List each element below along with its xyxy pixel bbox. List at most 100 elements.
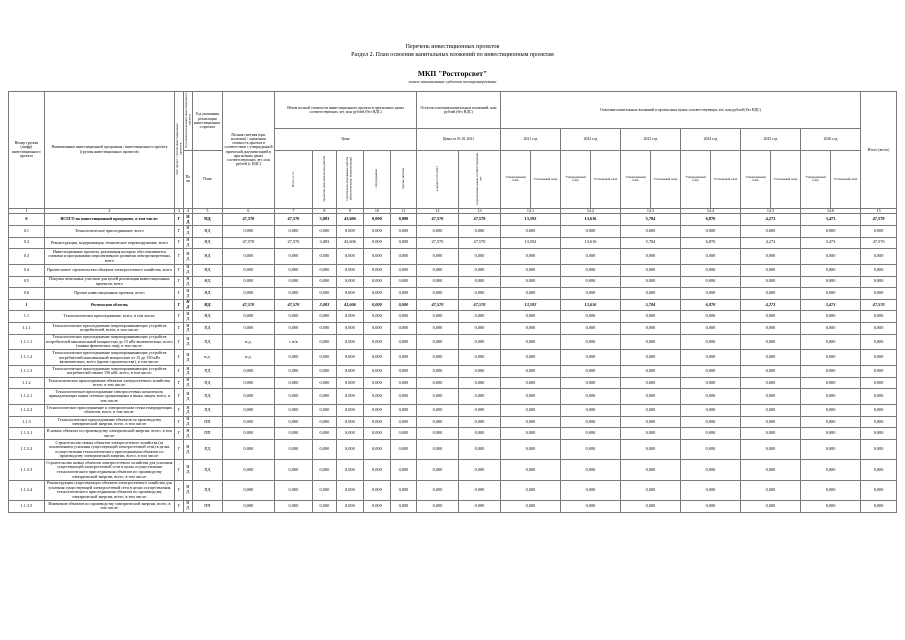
cell-year-value: 0,000 <box>739 287 801 300</box>
cell-project-name: ВСЕГО по инвестиционной программе, в том… <box>43 213 175 226</box>
subheader-2021-adjusted: Уточненный план <box>529 150 561 209</box>
col-header-project-type-label: Тип: проект / группа инвестиционных прое… <box>174 122 183 175</box>
cell-cost-value: 0,000 <box>273 439 313 461</box>
cell-cost-value: 0,000 <box>389 248 417 265</box>
cell-cost-value: 0,000 <box>221 415 275 429</box>
cell-cost-value: 0,000 <box>362 236 391 250</box>
cell-project-type: Г <box>173 459 184 481</box>
cell-cost-value: 0,000 <box>311 404 337 417</box>
cell-cost-value: 0,000 <box>415 415 459 429</box>
cell-project-type: Г <box>173 275 184 289</box>
cell-cost-value: 0,000 <box>335 415 364 429</box>
cell-cost-value: 0,000 <box>335 499 364 513</box>
cell-year-value: 0,000 <box>679 287 741 300</box>
cell-year-value: 0,000 <box>739 427 801 440</box>
table-row: 0.6 Прочие инвестиционные проекты, всего Г… <box>7 287 898 300</box>
cell-year-value: 0,000 <box>559 287 621 300</box>
table-row: 1.1.3.5 Изменение объектов по производств… <box>7 499 898 513</box>
cell-cost-value: 0,000 <box>335 275 364 289</box>
cell-year-value: 0,000 <box>739 439 801 461</box>
cell-cost-value: 0,000 <box>311 310 337 324</box>
cell-cost-value: 0,000 <box>311 333 337 351</box>
cell-cost-value: 3,083 <box>311 213 337 226</box>
cell-cost-value: 0,000 <box>221 427 275 440</box>
cell-year-value: 0,000 <box>559 427 621 440</box>
cell-cost-value: 0,000 <box>273 248 313 265</box>
cell-year-value: 0,000 <box>679 459 741 481</box>
cell-cost-value: 0,000 <box>362 499 391 513</box>
table-row: 1.1.1.3 Технологическое присоединение эне… <box>7 365 898 378</box>
cell-total-value: 0,000 <box>860 310 898 324</box>
cell-cost-value: 0,000 <box>311 275 337 289</box>
cell-total-value: 0,000 <box>860 479 898 501</box>
col-header-project-name: Наименование инвестиционной программы / … <box>43 90 175 209</box>
cell-cost-value: 0,000 <box>415 499 459 513</box>
cell-cost-value: 0,000 <box>335 365 364 378</box>
cell-year-value: 0,000 <box>799 427 862 440</box>
cell-total-value: 0,000 <box>860 248 898 265</box>
cell-cost-value: 0,000 <box>335 263 364 277</box>
subheader-structure-price: Цена <box>273 127 417 152</box>
year-header-2024: 2024 год <box>679 127 741 152</box>
cell-cost-value: 0,000 <box>362 479 391 501</box>
cell-total-value: 47,570 <box>860 298 898 312</box>
table-row: 1 Ростовская область Г НД НД 47,570 47,570 3,08… <box>7 298 898 312</box>
subheader-other-costs-label: прочие затраты <box>400 168 405 190</box>
col-header-project-type: Тип: проект / группа инвестиционных прое… <box>173 90 184 209</box>
table-row: 1.1.3.2 Строительство новых объектов элек… <box>7 439 898 461</box>
cell-cost-value: 47,570 <box>221 298 275 312</box>
cell-year-value: 0,000 <box>559 333 621 351</box>
cell-cost-value: 0,000 <box>389 298 417 312</box>
cell-cost-value: 0,000 <box>362 298 391 312</box>
subheader-2023-approved: Утвержденный план <box>619 150 651 209</box>
cell-cost-value: 0,000 <box>457 287 501 300</box>
cell-year-value: 0,000 <box>739 376 801 390</box>
cell-project-name: Технологическое присоединение энергоприн… <box>43 322 175 335</box>
cell-year-value: 0,000 <box>739 248 801 265</box>
cell-year-value: 0,000 <box>739 333 801 351</box>
subheader-equipment: оборудование <box>362 150 391 209</box>
cell-year-value: 0,000 <box>619 248 681 265</box>
cell-year-value: 4,273 <box>739 298 801 312</box>
cell-cost-value: 0,000 <box>311 376 337 390</box>
cell-cost-value: 0,000 <box>335 404 364 417</box>
cell-cost-value: 0,000 <box>457 310 501 324</box>
cell-year-value: 0,000 <box>559 459 621 481</box>
cell-cost-value: 0,000 <box>311 224 337 238</box>
cell-year-value: 0,000 <box>799 439 862 461</box>
table-row: 1.1.3.1 В новых объектах по производству … <box>7 427 898 440</box>
cell-cost-value: 0,000 <box>221 365 275 378</box>
cell-year-value: 0,000 <box>619 263 681 277</box>
cell-project-name: Технологическое присоединение к электрич… <box>43 404 175 417</box>
cell-cost-value: 0,000 <box>362 213 391 226</box>
cell-year-value: 0,000 <box>679 322 741 335</box>
cell-cost-value: 0,000 <box>389 213 417 226</box>
cell-cost-value: 0,000 <box>273 427 313 440</box>
cell-total-value: 0,000 <box>860 349 898 367</box>
cell-project-name: В новых объектах по производству электри… <box>43 427 175 440</box>
group-header-cost-structure: Объем полной стоимости инвестиционного п… <box>273 90 417 129</box>
cell-year-end: ПД <box>191 376 223 390</box>
cell-year-end: ПД <box>191 322 223 335</box>
cell-project-number: 1.1.1.2 <box>7 349 45 367</box>
cell-year-start: НД <box>182 365 193 378</box>
cell-cost-value: 0,000 <box>362 275 391 289</box>
subheader-full-price: Цены от 01.01.2021 <box>415 127 501 152</box>
cell-year-value: 0,000 <box>799 404 862 417</box>
subheader-2022-adjusted: Уточненный план <box>589 150 621 209</box>
cell-year-start: НД <box>182 415 193 429</box>
cell-total-value: 47,570 <box>860 213 898 226</box>
cell-cost-value: 0,000 <box>335 310 364 324</box>
cell-year-value: 0,000 <box>619 415 681 429</box>
cell-project-number: 1.1.1.1 <box>7 333 45 351</box>
cell-cost-value: 0,000 <box>389 287 417 300</box>
cell-cost-value: 0,000 <box>362 310 391 324</box>
cell-cost-value: 0,000 <box>415 427 459 440</box>
table-row: 0.1 Технологическое присоединение, всего Г… <box>7 224 898 238</box>
cell-year-value: 3,473 <box>799 213 862 226</box>
cell-year-value: 0,000 <box>559 499 621 513</box>
cell-cost-value: 43,606 <box>335 213 364 226</box>
cell-cost-value: 0,000 <box>273 263 313 277</box>
cell-cost-value: 0,000 <box>415 322 459 335</box>
cell-project-number: 0 <box>7 213 45 226</box>
